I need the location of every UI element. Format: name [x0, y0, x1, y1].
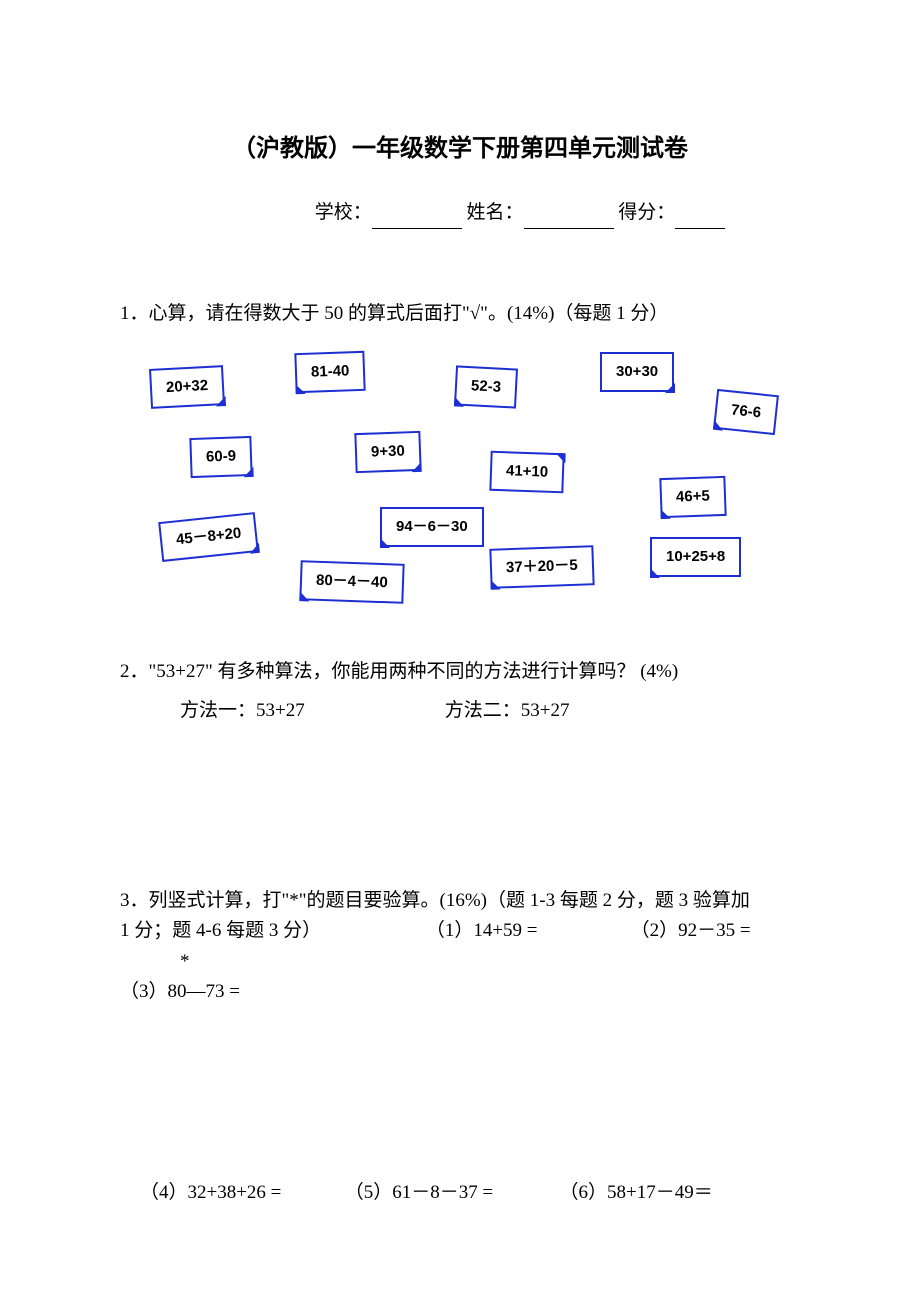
q3-line3: （3）80—73 = — [120, 977, 800, 1007]
q2-methods: 方法一：53+27 方法二：53+27 — [180, 696, 800, 726]
chip-10: 94－6－30 — [380, 507, 484, 547]
q3-block: 3．列竖式计算，打"*"的题目要验算。(16%)（题 1-3 每题 2 分，题 … — [120, 886, 800, 916]
score-blank[interactable] — [675, 208, 725, 229]
q3-sub4: （4）32+38+26 = — [140, 1178, 340, 1208]
chip-12: 37＋20－5 — [489, 545, 594, 589]
chip-8: 46+5 — [659, 476, 726, 518]
q3-line2-prefix: 1 分；题 4-6 每题 3 分） — [120, 920, 321, 941]
student-info-line: 学校： 姓名： 得分： — [240, 198, 800, 228]
name-label: 姓名： — [466, 202, 523, 223]
q3-star: * — [180, 951, 190, 972]
chip-9: 45－8+20 — [158, 512, 259, 562]
chip-7: 41+10 — [489, 451, 564, 494]
chip-4: 76-6 — [713, 389, 779, 435]
school-label: 学校： — [315, 202, 372, 223]
q3-sub5: （5）61－8－37 = — [345, 1178, 555, 1208]
q3-line1: 3．列竖式计算，打"*"的题目要验算。(16%)（题 1-3 每题 2 分，题 … — [120, 890, 750, 911]
q2-text: 2．"53+27" 有多种算法，你能用两种不同的方法进行计算吗？ (4%) — [120, 657, 800, 687]
q3-sub1: （1）14+59 = — [426, 916, 596, 946]
score-label: 得分： — [618, 202, 675, 223]
chip-13: 10+25+8 — [650, 537, 741, 577]
chip-6: 9+30 — [354, 431, 421, 473]
q2-method1: 方法一：53+27 — [180, 696, 440, 726]
q3-line2: 1 分；题 4-6 每题 3 分） （1）14+59 = （2）92－35 = … — [120, 916, 800, 977]
q3-sub6: （6）58+17－49＝ — [560, 1178, 713, 1208]
q3-sub3: （3）80—73 = — [120, 977, 240, 1007]
school-blank[interactable] — [372, 208, 462, 229]
chip-2: 52-3 — [454, 366, 518, 409]
chip-3: 30+30 — [600, 352, 674, 392]
q2-method2: 方法二：53+27 — [445, 700, 570, 721]
chip-11: 80－4－40 — [299, 560, 404, 604]
q1-text: 1．心算，请在得数大于 50 的算式后面打"√"。(14%)（每题 1 分） — [120, 299, 800, 329]
q3-row2: （4）32+38+26 = （5）61－8－37 = （6）58+17－49＝ — [120, 1178, 800, 1208]
q3-sub2: （2）92－35 = — [631, 916, 751, 946]
name-blank[interactable] — [524, 208, 614, 229]
chip-1: 81-40 — [294, 351, 366, 393]
q1-chip-area: 20+32 81-40 52-3 30+30 76-6 60-9 9+30 41… — [120, 337, 800, 617]
chip-5: 60-9 — [189, 436, 252, 478]
page-title: （沪教版）一年级数学下册第四单元测试卷 — [120, 130, 800, 168]
chip-0: 20+32 — [149, 365, 225, 409]
